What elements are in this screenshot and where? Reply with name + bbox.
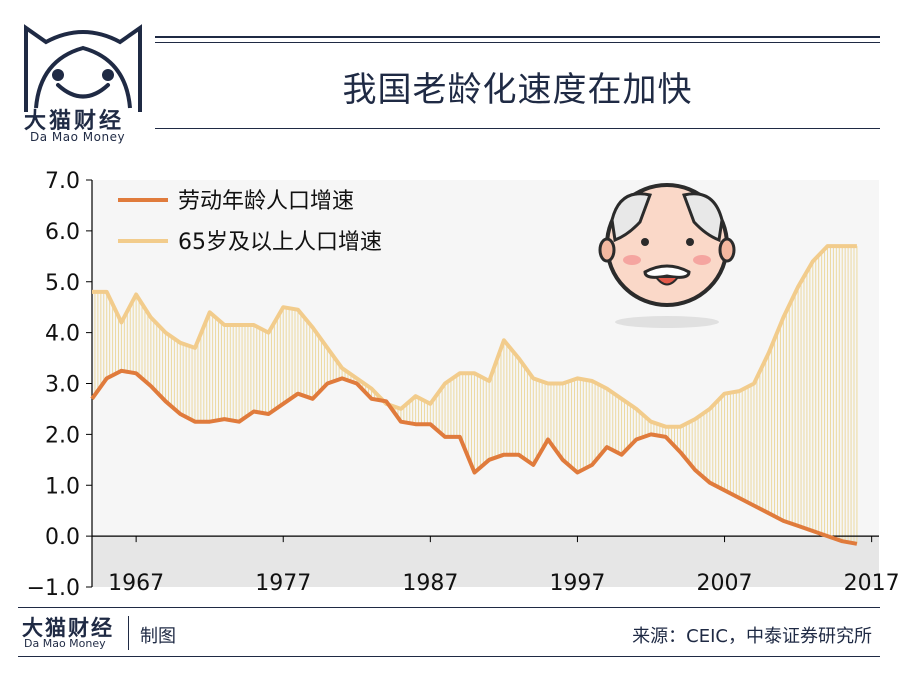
footer-brand-name: 大猫财经 bbox=[22, 616, 114, 640]
legend: 劳动年龄人口增速 65岁及以上人口增速 bbox=[118, 189, 382, 255]
x-tick-label: 1997 bbox=[549, 571, 605, 596]
y-tick-label: 6.0 bbox=[45, 220, 80, 245]
x-tick-label: 1967 bbox=[108, 571, 164, 596]
legend-label-labor: 劳动年龄人口增速 bbox=[178, 189, 354, 214]
x-tick-label: 1977 bbox=[255, 571, 311, 596]
y-tick-label: 0.0 bbox=[45, 525, 80, 550]
footer-brand-subtitle: Da Mao Money bbox=[24, 637, 106, 650]
footer-separator bbox=[128, 616, 129, 650]
y-tick-label: −1.0 bbox=[27, 576, 80, 601]
header-rule-top-thin bbox=[155, 42, 880, 43]
footer-source: 来源：CEIC，中泰证券研究所 bbox=[632, 626, 872, 647]
header-rule-bottom bbox=[155, 128, 880, 129]
x-ticks: 1967 1977 1987 1997 2007 2017 bbox=[108, 536, 900, 596]
legend-label-elderly: 65岁及以上人口增速 bbox=[178, 230, 382, 255]
y-tick-label: 2.0 bbox=[45, 423, 80, 448]
x-tick-label: 2017 bbox=[844, 571, 900, 596]
series-labor-line bbox=[90, 368, 858, 546]
footer-rule-bottom bbox=[18, 656, 880, 657]
footer-rule-top bbox=[18, 607, 880, 608]
y-ticks: 7.0 6.0 5.0 4.0 3.0 2.0 1.0 0.0 −1.0 bbox=[27, 169, 92, 601]
x-tick-label: 1987 bbox=[402, 571, 458, 596]
line-chart: 7.0 6.0 5.0 4.0 3.0 2.0 1.0 0.0 −1.0 1967 1977 198… bbox=[27, 169, 900, 601]
header-rule-top bbox=[155, 36, 880, 38]
y-tick-label: 4.0 bbox=[45, 322, 80, 347]
brand-cat-logo-icon bbox=[24, 24, 142, 112]
brand-name: 大猫财经 bbox=[24, 109, 125, 134]
x-tick-label: 2007 bbox=[697, 571, 753, 596]
elderly-face-icon bbox=[598, 183, 736, 328]
y-tick-label: 3.0 bbox=[45, 373, 80, 398]
page-title: 我国老龄化速度在加快 bbox=[342, 70, 693, 110]
brand-subtitle: Da Mao Money bbox=[30, 130, 126, 144]
y-tick-label: 1.0 bbox=[45, 474, 80, 499]
y-tick-label: 5.0 bbox=[45, 271, 80, 296]
footer-credit: 制图 bbox=[140, 626, 176, 647]
series-elderly-line bbox=[92, 244, 857, 429]
y-tick-label: 7.0 bbox=[45, 169, 80, 194]
negative-band bbox=[92, 536, 879, 587]
